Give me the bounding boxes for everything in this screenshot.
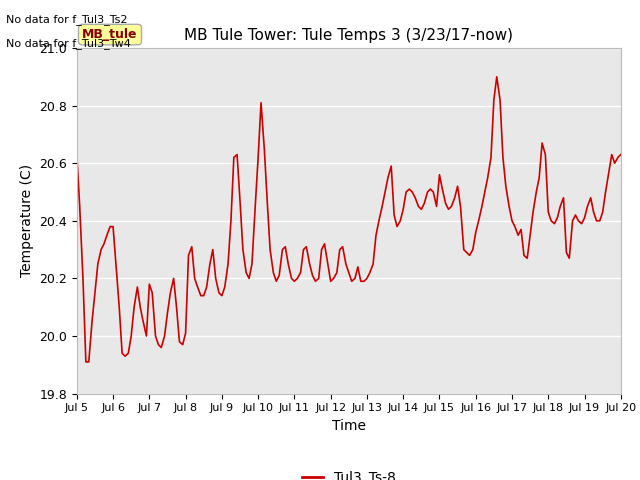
Legend: Tul3_Ts-8: Tul3_Ts-8 <box>296 465 401 480</box>
Text: MB_tule: MB_tule <box>82 28 138 41</box>
Title: MB Tule Tower: Tule Temps 3 (3/23/17-now): MB Tule Tower: Tule Temps 3 (3/23/17-now… <box>184 28 513 43</box>
X-axis label: Time: Time <box>332 419 366 433</box>
Text: No data for f_Tul3_Tw4: No data for f_Tul3_Tw4 <box>6 38 131 49</box>
Y-axis label: Temperature (C): Temperature (C) <box>20 164 34 277</box>
Text: No data for f_Tul3_Ts2: No data for f_Tul3_Ts2 <box>6 14 128 25</box>
